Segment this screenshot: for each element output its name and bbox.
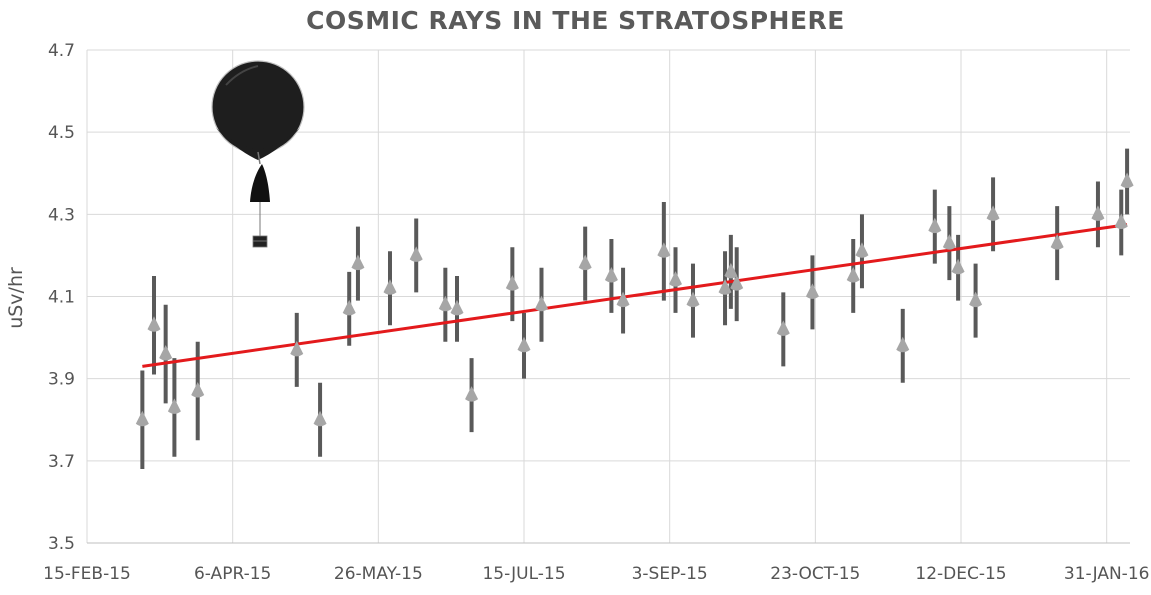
y-axis-title: uSv/hr — [5, 267, 27, 329]
data-point — [534, 295, 548, 312]
x-tick-label: 15-FEB-15 — [43, 564, 131, 584]
y-tick-label: 4.5 — [48, 123, 75, 143]
data-point — [167, 398, 181, 414]
data-point — [465, 386, 479, 402]
data-point — [383, 279, 397, 295]
data-point — [438, 295, 452, 312]
data-point — [942, 234, 956, 250]
data-point — [846, 266, 860, 283]
data-point — [313, 410, 327, 427]
x-tick-label: 26-MAY-15 — [334, 564, 423, 584]
data-point — [951, 258, 965, 275]
data-point — [505, 275, 519, 291]
x-tick-label: 31-JAN-16 — [1064, 564, 1150, 584]
y-tick-label: 4.7 — [48, 41, 75, 61]
data-point — [730, 275, 744, 291]
data-point — [191, 381, 205, 398]
trendline-segment — [142, 223, 1128, 368]
data-point — [342, 299, 356, 316]
data-point — [578, 254, 592, 271]
x-tick-label: 12-DEC-15 — [915, 564, 1006, 584]
data-point — [450, 299, 464, 316]
data-point — [855, 242, 869, 258]
y-tick-label: 3.5 — [48, 534, 75, 554]
data-point — [1120, 172, 1134, 188]
data-point — [604, 266, 618, 283]
data-point — [135, 410, 149, 427]
data-point — [928, 217, 942, 234]
data-point — [776, 320, 790, 336]
data-point — [1050, 234, 1064, 250]
data-point — [896, 336, 910, 353]
data-point — [986, 205, 1000, 221]
data-point — [1091, 205, 1105, 221]
weather-balloon-icon — [211, 60, 305, 248]
x-tick-label: 15-JUL-15 — [482, 564, 565, 584]
data-point — [147, 316, 161, 332]
data-point — [351, 254, 365, 271]
error-bars — [140, 148, 1130, 470]
x-tick-label: 6-APR-15 — [194, 564, 271, 584]
data-point — [290, 340, 304, 357]
x-tick-labels: 15-FEB-15 6-APR-15 26-MAY-15 15-JUL-15 3-SEP… — [43, 564, 1149, 584]
trendline — [142, 223, 1128, 368]
data-point — [616, 291, 630, 308]
data-point — [159, 345, 173, 361]
data-points — [135, 172, 1134, 427]
data-point — [805, 283, 819, 299]
y-tick-label: 3.7 — [48, 452, 75, 472]
y-tick-label: 3.9 — [48, 370, 75, 390]
data-point — [657, 242, 671, 258]
y-tick-label: 4.1 — [48, 288, 75, 308]
x-tick-label: 23-OCT-15 — [770, 564, 860, 584]
data-point — [409, 246, 423, 262]
data-point — [686, 291, 700, 308]
data-point — [724, 262, 738, 279]
data-point — [969, 291, 983, 308]
data-point — [718, 279, 732, 295]
data-point — [517, 336, 531, 353]
x-tick-label: 3-SEP-15 — [632, 564, 708, 584]
chart-title: COSMIC RAYS IN THE STRATOSPHERE — [306, 6, 845, 35]
data-point — [669, 271, 683, 287]
y-tick-label: 4.3 — [48, 205, 75, 225]
y-tick-labels: 3.5 3.7 3.9 4.1 4.3 4.5 4.7 — [48, 41, 75, 554]
data-point — [1114, 213, 1128, 230]
